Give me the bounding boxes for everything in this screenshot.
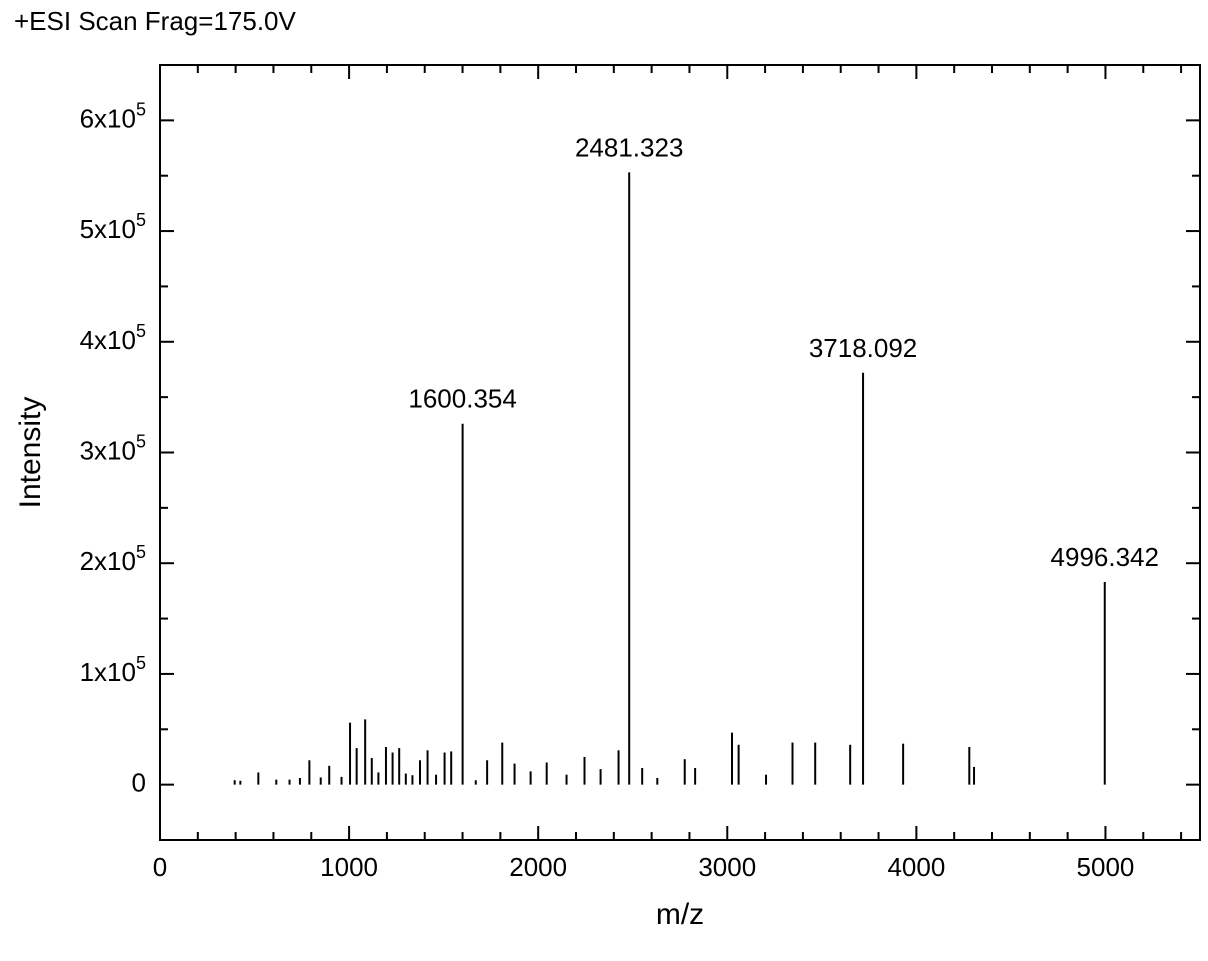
x-axis-label: m/z [656, 898, 704, 931]
peak-label: 2481.323 [575, 132, 683, 162]
mass-spectrum-svg: +ESI Scan Frag=175.0V 0 1000 2000 3000 4000 50… [0, 0, 1208, 961]
x-tick-label: 1000 [320, 852, 378, 882]
peak-label: 4996.342 [1051, 542, 1159, 572]
y-tick-label: 5x105 [80, 210, 146, 244]
y-tick-label: 2x105 [80, 542, 146, 576]
x-tick-label: 4000 [887, 852, 945, 882]
chart-container: { "meta": { "width": 1208, "height": 961… [0, 0, 1208, 961]
scan-title: +ESI Scan Frag=175.0V [14, 6, 297, 36]
y-tick-label: 0 [132, 768, 146, 798]
y-tick-label: 4x105 [80, 321, 146, 355]
y-tick-label: 1x105 [80, 653, 146, 687]
plot-frame [160, 65, 1200, 840]
peak-label: 1600.354 [408, 384, 516, 414]
x-tick-label: 0 [153, 852, 167, 882]
y-tick-label: 6x105 [80, 99, 146, 133]
y-tick-label: 3x105 [80, 431, 146, 465]
x-tick-label: 5000 [1077, 852, 1135, 882]
peak-label: 3718.092 [809, 333, 917, 363]
x-tick-label: 2000 [509, 852, 567, 882]
y-axis-label: Intensity [14, 397, 47, 509]
x-tick-label: 3000 [698, 852, 756, 882]
